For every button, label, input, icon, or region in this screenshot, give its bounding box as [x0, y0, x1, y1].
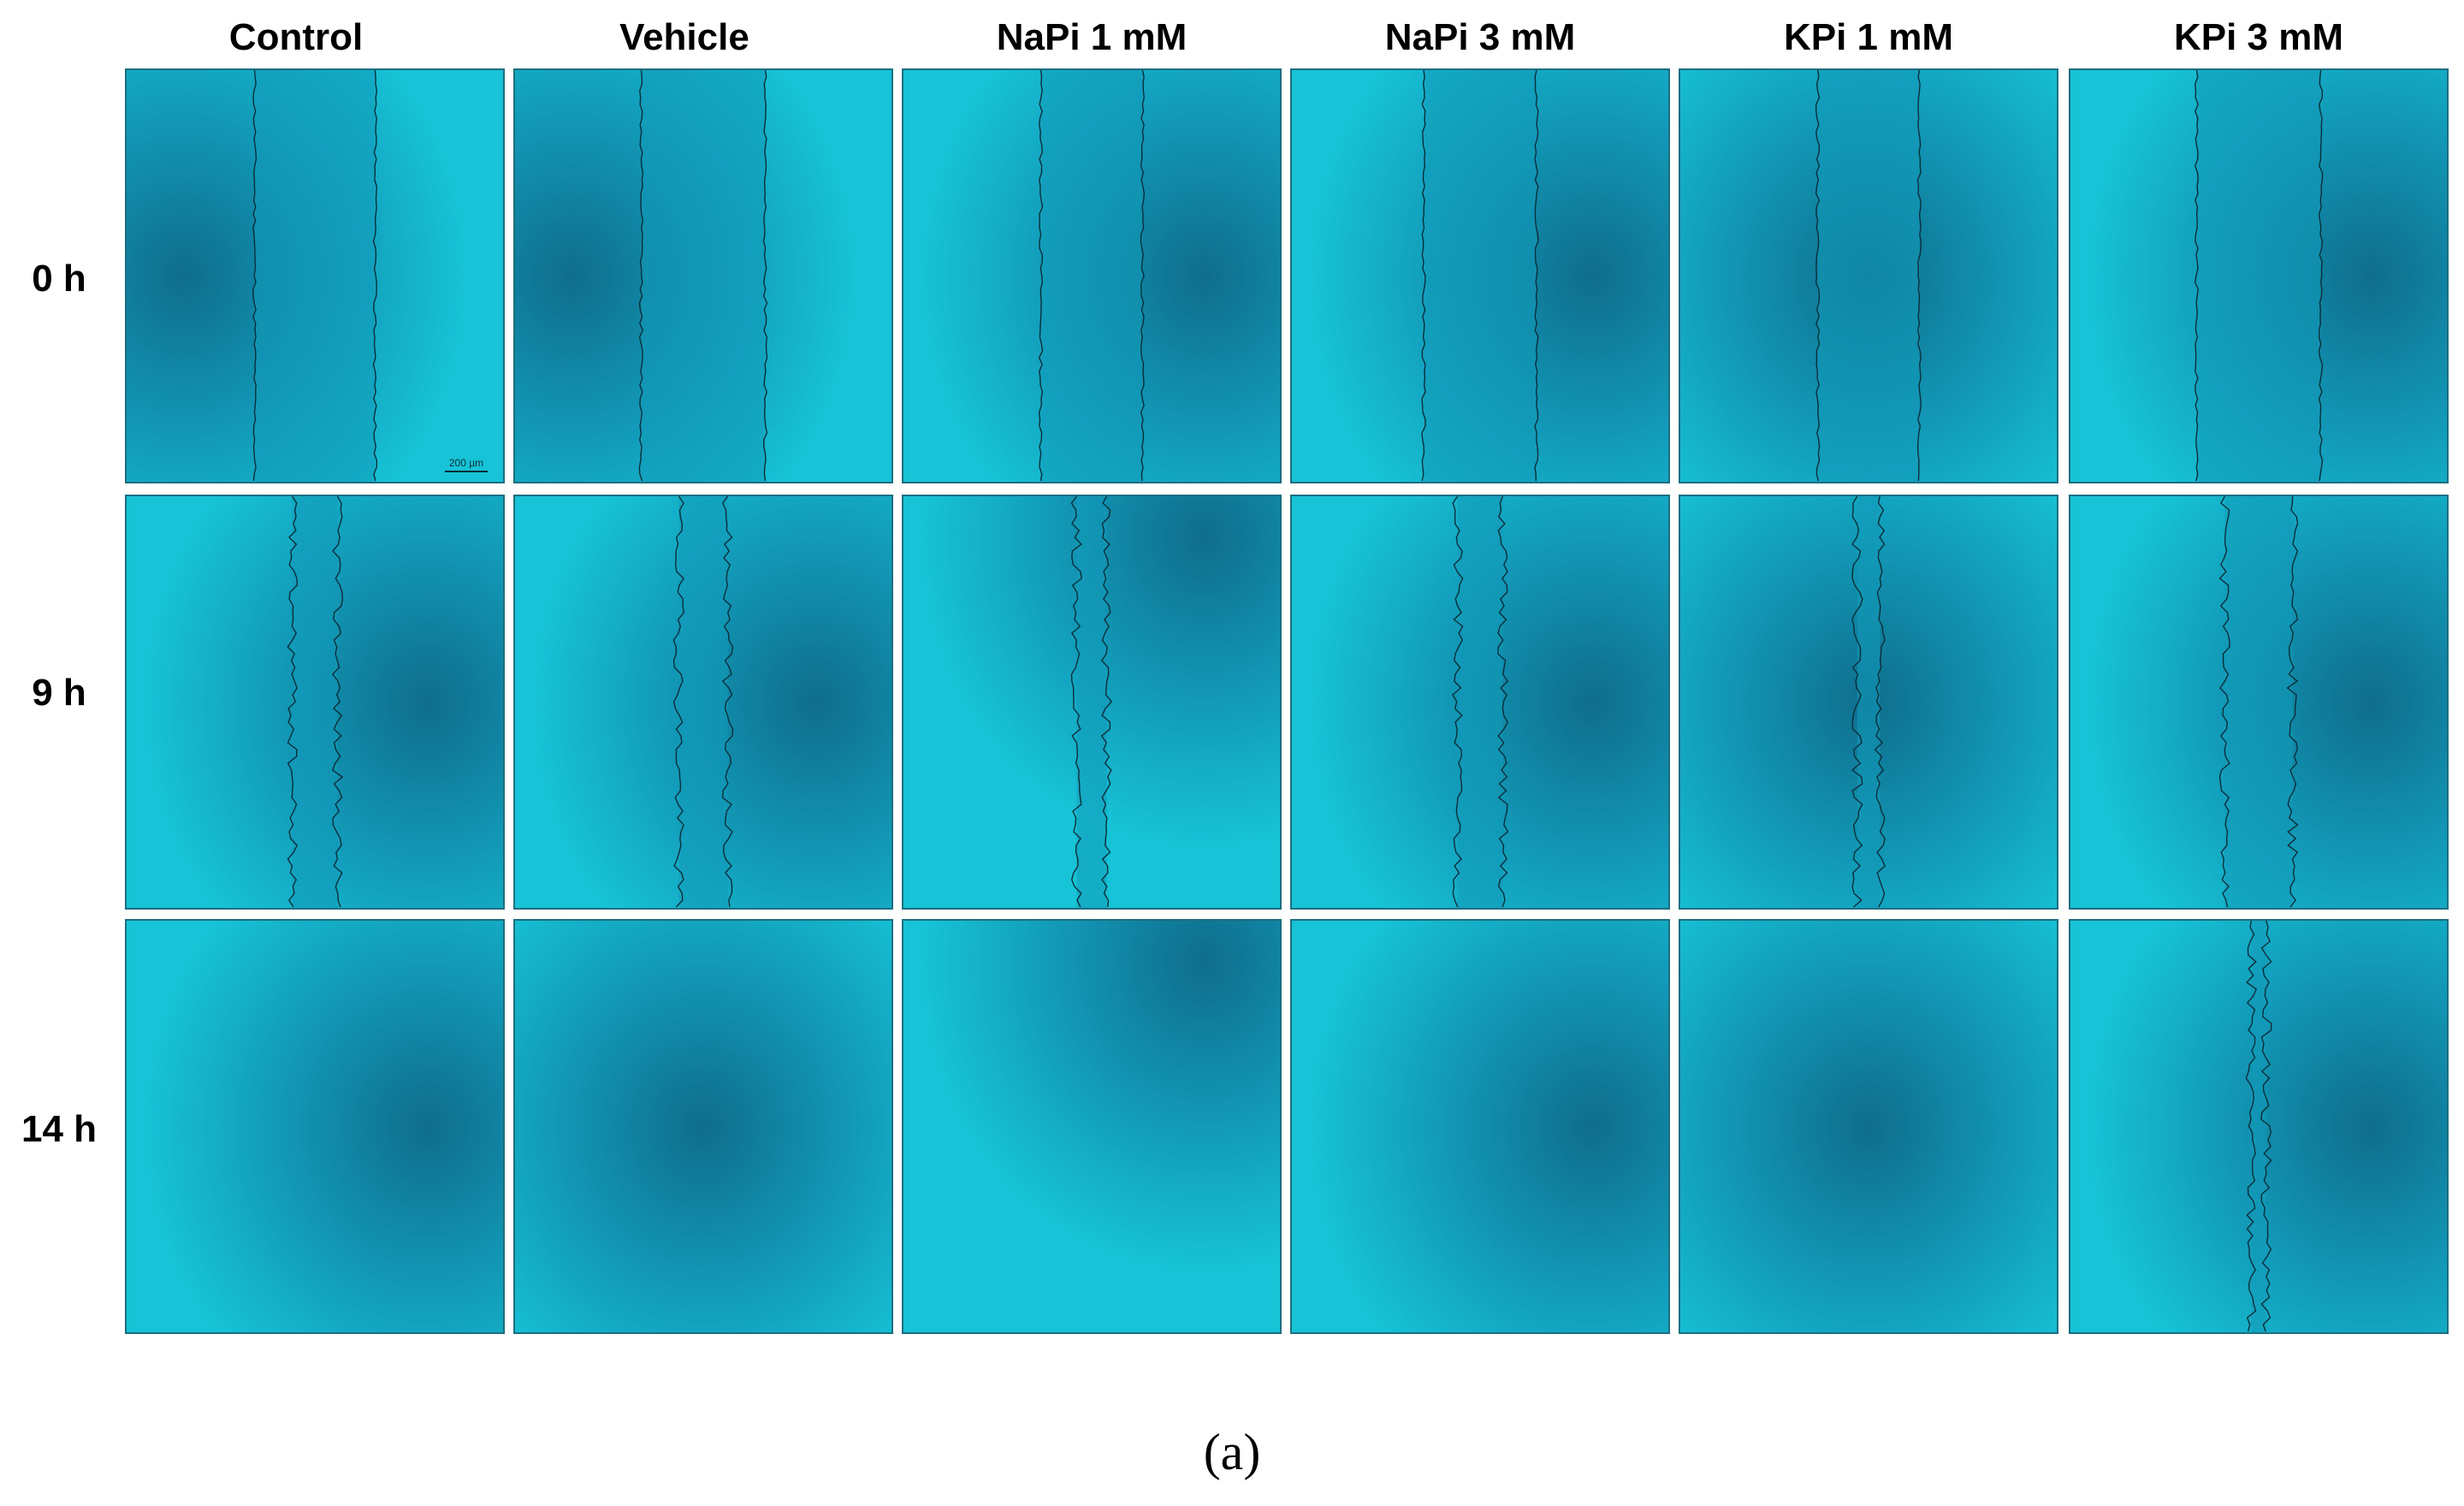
wound-gap — [1857, 496, 1881, 908]
micrograph-image — [903, 921, 1280, 1332]
wound-edge-left — [2218, 496, 2230, 908]
wound-edge-right — [721, 496, 734, 908]
scale-bar: 200 µm — [445, 458, 488, 478]
scale-bar-label: 200 µm — [448, 457, 484, 469]
micrograph-image — [515, 70, 891, 482]
wound-edge-right — [1497, 496, 1509, 908]
micrograph-panel — [1679, 68, 2058, 483]
micrograph-panel — [513, 919, 893, 1334]
wound-edge-right — [762, 70, 768, 482]
micrograph-panel — [902, 68, 1282, 483]
figure-caption: (a) — [1203, 1424, 1261, 1480]
wound-edge-left — [1451, 496, 1464, 908]
column-label-kpi-3mm: KPi 3 mM — [2173, 16, 2344, 58]
wound-edge-left — [1421, 70, 1426, 482]
wound-gap — [1076, 496, 1107, 908]
column-label-kpi-1mm: KPi 1 mM — [1783, 16, 1954, 58]
wound-edge-left — [672, 496, 685, 908]
wound-edge-left — [2245, 921, 2258, 1332]
micrograph-panel — [1290, 495, 1670, 910]
wound-edge-left — [638, 70, 644, 482]
cell-monolayer — [127, 921, 503, 1332]
row-label-14h: 14 h — [21, 1108, 98, 1150]
wound-gap — [292, 496, 338, 908]
row-label-0h: 0 h — [32, 258, 86, 299]
wound-edge-right — [2286, 496, 2299, 908]
wound-edge-left — [1038, 70, 1044, 482]
cell-monolayer — [1680, 921, 2057, 1332]
wound-edge-left — [1070, 496, 1082, 908]
column-label-vehicle: Vehicle — [619, 16, 749, 58]
wound-gap — [1457, 496, 1503, 908]
micrograph-image — [127, 921, 503, 1332]
wound-edge-right — [1100, 496, 1113, 908]
wound-edge-right — [2260, 921, 2272, 1332]
column-label-control: Control — [228, 16, 364, 58]
micrograph-image — [903, 70, 1280, 482]
wound-edge-right — [1534, 70, 1539, 482]
wound-edge-right — [372, 70, 378, 482]
wound-edge-right — [1916, 70, 1922, 482]
micrograph-panel — [125, 68, 505, 483]
row-label-9h: 9 h — [32, 672, 86, 714]
micrograph-image — [2070, 70, 2447, 482]
micrograph-image — [1292, 496, 1668, 908]
micrograph-image — [903, 496, 1280, 908]
cell-monolayer — [515, 921, 891, 1332]
micrograph-image — [127, 70, 503, 482]
micrograph-image — [1292, 70, 1668, 482]
wound-gap — [2224, 496, 2293, 908]
micrograph-panel — [513, 68, 893, 483]
wound-gap — [1424, 70, 1537, 482]
wound-gap — [2196, 70, 2321, 482]
wound-gap — [1817, 70, 1920, 482]
wound-gap — [678, 496, 728, 908]
cell-monolayer — [903, 921, 1280, 1332]
micrograph-panel — [125, 919, 505, 1334]
wound-edge-right — [2318, 70, 2324, 482]
micrograph-panel — [1679, 919, 2058, 1334]
micrograph-image — [515, 496, 891, 908]
micrograph-panel — [1679, 495, 2058, 910]
wound-gap — [1040, 70, 1143, 482]
wound-gap — [2251, 921, 2266, 1332]
micrograph-image — [515, 921, 891, 1332]
micrograph-image — [1680, 70, 2057, 482]
scale-bar-line — [445, 471, 488, 472]
micrograph-image — [1292, 921, 1668, 1332]
micrograph-panel — [2069, 919, 2449, 1334]
micrograph-panel — [902, 495, 1282, 910]
micrograph-panel — [1290, 68, 1670, 483]
micrograph-panel — [1290, 919, 1670, 1334]
cell-monolayer — [1292, 921, 1668, 1332]
micrograph-panel — [2069, 495, 2449, 910]
column-label-napi-1mm: NaPi 1 mM — [996, 16, 1188, 58]
wound-gap — [641, 70, 766, 482]
micrograph-image — [127, 496, 503, 908]
wound-edge-right — [331, 496, 344, 908]
micrograph-panel — [125, 495, 505, 910]
wound-edge-left — [287, 496, 299, 908]
micrograph-panel — [513, 495, 893, 910]
micrograph-image — [1680, 496, 2057, 908]
micrograph-image — [2070, 496, 2447, 908]
wound-edge-left — [252, 70, 258, 482]
wound-edge-left — [1815, 70, 1821, 482]
wound-edge-right — [1140, 70, 1146, 482]
column-label-napi-3mm: NaPi 3 mM — [1384, 16, 1576, 58]
wound-edge-left — [1851, 496, 1863, 908]
micrograph-image — [2070, 921, 2447, 1332]
micrograph-panel — [2069, 68, 2449, 483]
wound-edge-right — [1874, 496, 1886, 908]
micrograph-panel — [902, 919, 1282, 1334]
wound-edge-left — [2194, 70, 2200, 482]
wound-gap — [254, 70, 376, 482]
micrograph-image — [1680, 921, 2057, 1332]
